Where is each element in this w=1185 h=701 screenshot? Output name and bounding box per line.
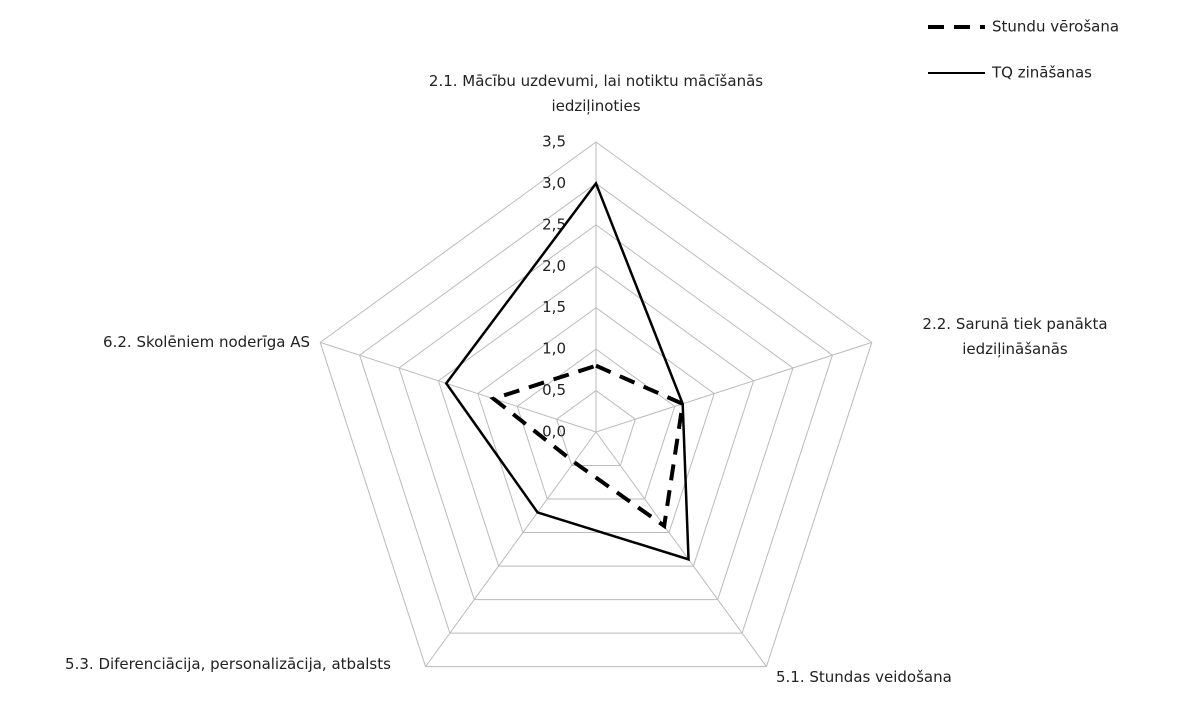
grid-ring xyxy=(477,307,715,534)
grid-ring xyxy=(319,141,873,668)
y-tick-label: 3,5 xyxy=(542,133,566,151)
y-tick-label: 0,5 xyxy=(542,381,566,399)
grid-ring xyxy=(516,348,676,500)
spoke xyxy=(320,341,597,433)
grid-ring xyxy=(359,182,833,634)
spoke xyxy=(425,431,597,667)
spoke xyxy=(595,431,767,667)
category-label: 5.1. Stundas veidošana xyxy=(776,668,952,686)
series-line xyxy=(489,363,685,530)
legend-label: TQ zināšanas xyxy=(991,64,1092,82)
category-label: 5.3. Diferenciācija, personalizācija, at… xyxy=(65,655,391,673)
category-label: 2.1. Mācību uzdevumi, lai notiktu mācīša… xyxy=(428,72,764,115)
category-label: 2.2. Sarunā tiek panākta iedziļināšanās xyxy=(922,315,1108,358)
category-label: 6.2. Skolēniem noderīga AS xyxy=(103,333,310,351)
y-tick-label: 1,5 xyxy=(542,298,566,316)
y-tick-label: 2,5 xyxy=(542,215,566,233)
grid-ring xyxy=(437,265,755,567)
y-tick-label: 2,0 xyxy=(542,257,566,275)
legend-label: Stundu vērošana xyxy=(992,18,1119,36)
spoke xyxy=(595,341,872,433)
y-tick-label: 3,0 xyxy=(542,174,566,192)
grid-ring xyxy=(398,224,794,601)
series-line xyxy=(444,180,690,562)
y-tick-label: 1,0 xyxy=(542,340,566,358)
y-tick-label: 0,0 xyxy=(542,423,566,441)
grid-ring xyxy=(556,389,636,467)
